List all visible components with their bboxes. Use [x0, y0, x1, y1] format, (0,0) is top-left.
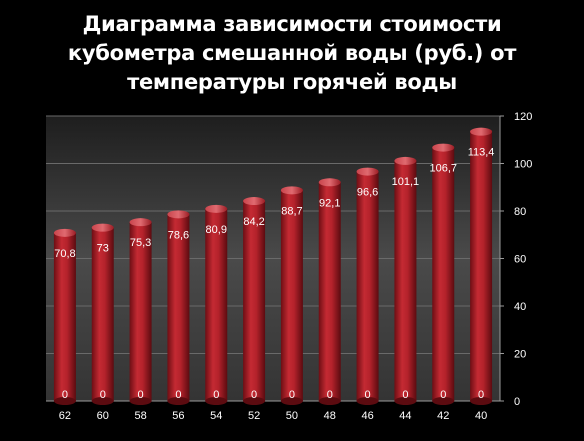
x-tick-label: 58 [134, 410, 146, 422]
base-label: 0 [138, 389, 144, 401]
bar-base [280, 397, 303, 405]
x-tick-label: 56 [172, 410, 184, 422]
data-label: 84,2 [243, 216, 264, 228]
base-label: 0 [289, 389, 295, 401]
data-label: 73 [97, 243, 109, 255]
bar-base [91, 397, 114, 405]
y-tick-label: 60 [514, 254, 526, 266]
base-label: 0 [251, 389, 257, 401]
base-label: 0 [175, 389, 181, 401]
x-tick-label: 48 [324, 410, 336, 422]
data-label: 92,1 [319, 197, 340, 209]
bar-base [53, 397, 76, 405]
bar [205, 208, 228, 401]
bar-cap [318, 178, 341, 187]
x-tick-label: 42 [437, 410, 449, 422]
data-label: 78,6 [168, 229, 189, 241]
bar [243, 201, 266, 401]
data-label: 80,9 [206, 224, 227, 236]
bar-base [318, 397, 341, 405]
x-tick-label: 60 [97, 410, 109, 422]
bar-cap [205, 204, 228, 213]
y-tick-label: 120 [514, 111, 532, 123]
x-tick-label: 40 [475, 410, 487, 422]
bar-cap [280, 186, 303, 195]
base-label: 0 [213, 389, 219, 401]
bar [356, 171, 379, 401]
bar [394, 160, 417, 401]
bar [318, 182, 341, 401]
bar [129, 222, 152, 401]
x-tick-label: 46 [361, 410, 373, 422]
bar [470, 131, 493, 402]
base-label: 0 [402, 389, 408, 401]
bar [53, 232, 76, 401]
bar-cap [394, 156, 417, 165]
x-tick-label: 62 [59, 410, 71, 422]
chart-title: Диаграмма зависимости стоимости кубометр… [0, 10, 584, 97]
x-tick-label: 54 [210, 410, 222, 422]
bar-cap [356, 167, 379, 176]
y-tick-label: 0 [514, 396, 520, 408]
bar-cap [432, 143, 455, 152]
bar [280, 190, 303, 401]
bar-base [243, 397, 266, 405]
x-tick-label: 52 [248, 410, 260, 422]
bar-base [129, 397, 152, 405]
bar-base [432, 397, 455, 405]
bar [167, 214, 190, 401]
data-label: 113,4 [468, 147, 495, 159]
bar [432, 147, 455, 401]
data-label: 88,7 [281, 205, 302, 217]
x-tick-label: 44 [399, 410, 411, 422]
bar-cap [167, 210, 190, 219]
y-tick-label: 40 [514, 301, 526, 313]
bar-base [205, 397, 228, 405]
bar-cap [91, 223, 114, 232]
base-label: 0 [100, 389, 106, 401]
data-label: 101,1 [392, 176, 420, 188]
chart-title-line-2: кубометра смешанной воды (руб.) от [67, 41, 517, 65]
bar-cap [243, 197, 266, 206]
data-label: 106,7 [429, 163, 457, 175]
base-label: 0 [327, 389, 333, 401]
chart-title-line-3: температуры горячей воды [127, 70, 457, 94]
base-label: 0 [478, 389, 484, 401]
base-label: 0 [365, 389, 371, 401]
y-tick-label: 20 [514, 349, 526, 361]
chart-title-line-1: Диаграмма зависимости стоимости [82, 12, 502, 36]
bar-base [356, 397, 379, 405]
bar-cap [53, 228, 76, 237]
bar-base [167, 397, 190, 405]
data-label: 75,3 [130, 237, 151, 249]
x-tick-label: 50 [286, 410, 298, 422]
data-label: 70,8 [54, 248, 75, 260]
data-label: 96,6 [357, 187, 378, 199]
bar-base [394, 397, 417, 405]
base-label: 0 [62, 389, 68, 401]
bar-cap [129, 218, 152, 227]
bar [91, 227, 114, 401]
y-tick-label: 80 [514, 206, 526, 218]
bar-base [470, 397, 493, 405]
base-label: 0 [440, 389, 446, 401]
y-tick-label: 100 [514, 159, 532, 171]
bar-cap [470, 127, 493, 136]
